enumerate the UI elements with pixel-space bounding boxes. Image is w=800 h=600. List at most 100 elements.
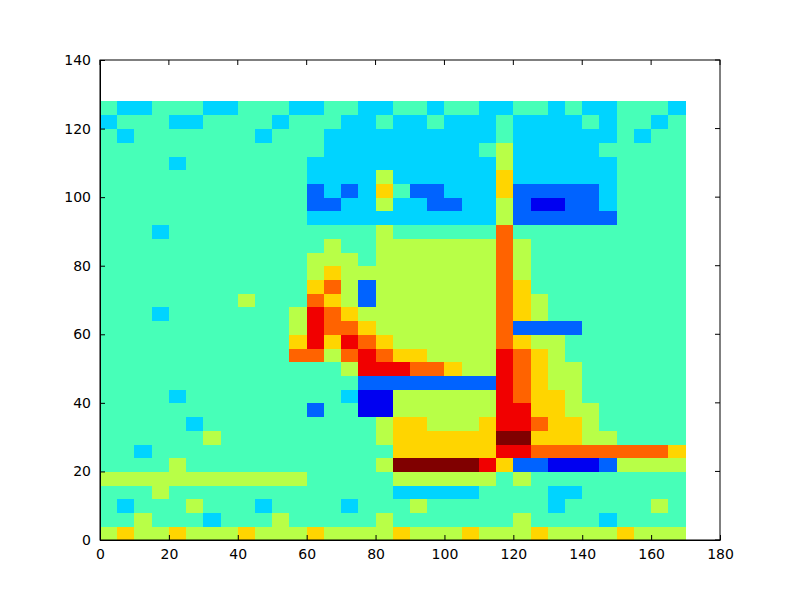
heatmap-cell	[617, 321, 635, 335]
heatmap-cell	[134, 526, 152, 540]
heatmap-cell	[599, 389, 617, 403]
heatmap-cell	[393, 444, 411, 458]
heatmap-cell	[134, 334, 152, 348]
heatmap-cell	[221, 403, 239, 417]
heatmap-cell	[668, 101, 686, 115]
heatmap-cell	[479, 170, 497, 184]
heatmap-cell	[427, 266, 445, 280]
heatmap-cell	[462, 156, 480, 170]
heatmap-cell	[548, 101, 566, 115]
heatmap-cell	[376, 225, 394, 239]
heatmap-cell	[427, 101, 445, 115]
heatmap-cell	[152, 348, 170, 362]
heatmap-cell	[548, 197, 566, 211]
heatmap-cell	[134, 197, 152, 211]
heatmap-cell	[186, 389, 204, 403]
heatmap-cell	[651, 375, 669, 389]
heatmap-cell	[134, 293, 152, 307]
tick-mark	[715, 128, 720, 129]
heatmap-cell	[221, 238, 239, 252]
heatmap-cell	[324, 471, 342, 485]
heatmap-cell	[307, 197, 325, 211]
heatmap-cell	[100, 225, 118, 239]
heatmap-cell	[255, 471, 273, 485]
heatmap-cell	[617, 101, 635, 115]
heatmap-cell	[617, 225, 635, 239]
heatmap-cell	[651, 499, 669, 513]
heatmap-cell	[341, 403, 359, 417]
heatmap-cell	[427, 156, 445, 170]
heatmap-cell	[599, 417, 617, 431]
heatmap-cell	[427, 389, 445, 403]
heatmap-cell	[427, 362, 445, 376]
heatmap-cell	[341, 129, 359, 143]
heatmap-cell	[100, 485, 118, 499]
tick-label: 120	[500, 546, 527, 562]
heatmap-cell	[582, 142, 600, 156]
heatmap-cell	[410, 115, 428, 129]
heatmap-cell	[100, 129, 118, 143]
heatmap-cell	[341, 430, 359, 444]
heatmap-cell	[117, 389, 135, 403]
heatmap-cell	[496, 211, 514, 225]
heatmap-cell	[255, 293, 273, 307]
heatmap-cell	[221, 526, 239, 540]
heatmap-cell	[668, 225, 686, 239]
heatmap-cell	[582, 513, 600, 527]
heatmap-cell	[117, 471, 135, 485]
y-axis: 020406080100120140	[64, 52, 105, 548]
heatmap-cell	[444, 485, 462, 499]
heatmap-cell	[668, 321, 686, 335]
heatmap-cell	[393, 252, 411, 266]
heatmap-cell	[221, 183, 239, 197]
heatmap-cell	[427, 197, 445, 211]
heatmap-cell	[341, 197, 359, 211]
heatmap-cell	[358, 101, 376, 115]
heatmap-cell	[272, 403, 290, 417]
tick-label: 100	[432, 546, 459, 562]
heatmap-cell	[307, 211, 325, 225]
heatmap-cell	[169, 307, 187, 321]
tick-mark	[582, 535, 583, 540]
heatmap-cell	[599, 225, 617, 239]
heatmap-cell	[307, 170, 325, 184]
heatmap-cell	[496, 183, 514, 197]
heatmap-cell	[427, 403, 445, 417]
heatmap-cell	[152, 307, 170, 321]
heatmap-cell	[599, 485, 617, 499]
heatmap-cell	[565, 115, 583, 129]
heatmap-cell	[152, 485, 170, 499]
heatmap-cell	[186, 101, 204, 115]
heatmap-cell	[358, 170, 376, 184]
heatmap-cell	[169, 334, 187, 348]
heatmap-cell	[169, 471, 187, 485]
heatmap-cell	[341, 115, 359, 129]
heatmap-cell	[307, 101, 325, 115]
heatmap-cell	[324, 526, 342, 540]
heatmap-cell	[169, 348, 187, 362]
heatmap-cell	[462, 307, 480, 321]
heatmap-cell	[238, 430, 256, 444]
heatmap-cell	[410, 417, 428, 431]
heatmap-cell	[668, 211, 686, 225]
heatmap-cell	[410, 238, 428, 252]
heatmap-cell	[531, 321, 549, 335]
heatmap-cell	[117, 513, 135, 527]
heatmap-cell	[203, 115, 221, 129]
heatmap-cell	[238, 348, 256, 362]
heatmap-cell	[582, 348, 600, 362]
heatmap-cell	[134, 403, 152, 417]
heatmap-cell	[651, 279, 669, 293]
heatmap-cell	[410, 321, 428, 335]
heatmap-cell	[376, 101, 394, 115]
heatmap-cell	[221, 375, 239, 389]
tick-mark	[513, 535, 514, 540]
heatmap-cell	[134, 142, 152, 156]
heatmap-cell	[444, 513, 462, 527]
heatmap-cell	[376, 238, 394, 252]
heatmap-cell	[565, 403, 583, 417]
heatmap-cell	[100, 197, 118, 211]
heatmap-cell	[169, 403, 187, 417]
tick-label: 160	[638, 546, 665, 562]
heatmap-cell	[358, 458, 376, 472]
